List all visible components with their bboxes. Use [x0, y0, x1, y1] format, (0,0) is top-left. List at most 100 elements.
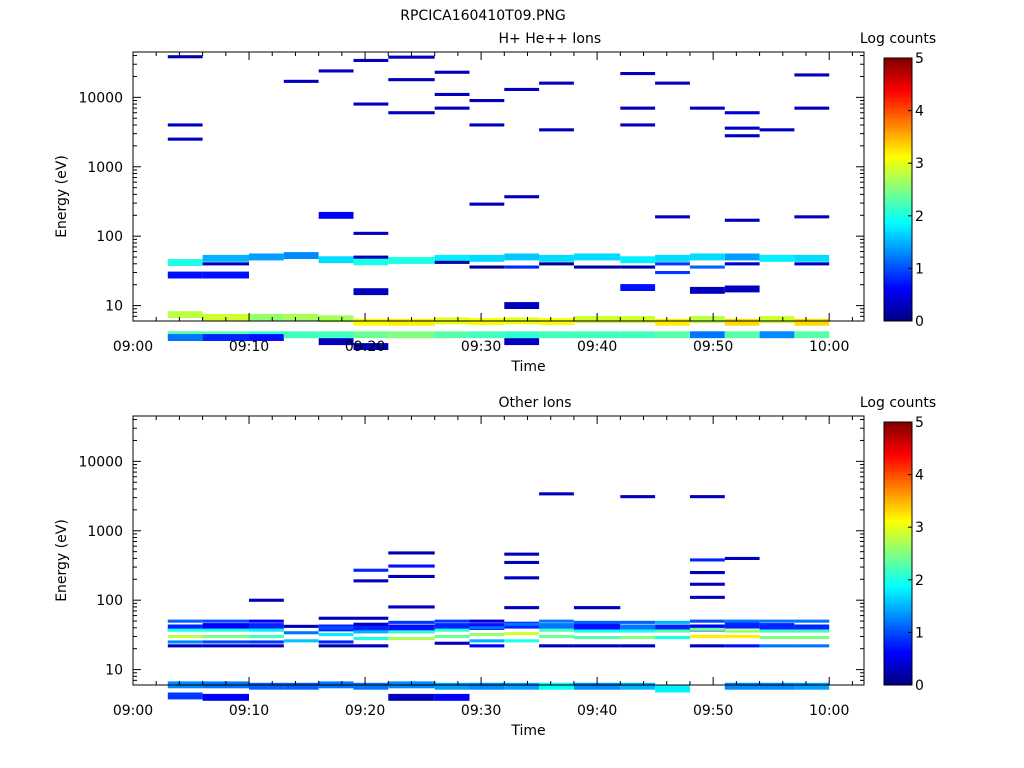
- colorbar-segment: [884, 458, 912, 462]
- heatmap-cell: [573, 623, 621, 630]
- panel-h-he-ions: H+ He++ Ions 09:00 09:10 09:20 09:30 09:40 09…: [54, 31, 936, 375]
- heatmap-cell: [167, 259, 203, 266]
- colorbar-segment: [884, 479, 912, 483]
- heatmap-cell: [353, 682, 389, 690]
- heatmap-cell: [353, 255, 389, 259]
- heatmap-cell: [249, 313, 284, 321]
- heatmap-cell: [655, 331, 690, 339]
- colorbar-segment: [884, 73, 912, 77]
- heatmap-cell: [388, 574, 435, 578]
- heatmap-cell: [504, 331, 540, 339]
- heatmap-cell: [794, 215, 830, 219]
- heatmap-cell: [388, 318, 435, 326]
- colorbar-segment: [884, 144, 912, 148]
- colorbar-segment: [884, 669, 912, 673]
- colorbar-segment: [884, 181, 912, 185]
- colorbar-segment: [884, 550, 912, 554]
- heatmap-cell: [202, 623, 249, 630]
- colorbar-segment: [884, 429, 912, 433]
- heatmap-cell: [724, 619, 760, 623]
- y-tick-label: 1000: [87, 524, 123, 540]
- colorbar-segment: [884, 307, 912, 311]
- heatmap-cell: [388, 551, 435, 555]
- heatmap-cell: [539, 128, 574, 132]
- colorbar-segment: [884, 640, 912, 644]
- heatmap-cell: [318, 633, 354, 637]
- heatmap-cell: [388, 620, 435, 624]
- colorbar-segment: [884, 616, 912, 620]
- heatmap-cell: [504, 253, 540, 261]
- heatmap-cell: [318, 616, 354, 620]
- heatmap-cell: [434, 331, 470, 339]
- colorbar-segment: [884, 176, 912, 180]
- colorbar-segment: [884, 249, 912, 254]
- heatmap-cell: [318, 256, 354, 264]
- colorbar-segment: [884, 192, 912, 196]
- colorbar-segment: [884, 129, 912, 133]
- heatmap-cell: [759, 644, 795, 648]
- colorbar-segment: [884, 207, 912, 211]
- y-axis-label: Energy (eV): [54, 155, 70, 238]
- colorbar-segment: [884, 506, 912, 510]
- colorbar-segment: [884, 542, 912, 547]
- heatmap-cell: [167, 123, 203, 127]
- heatmap-cell: [318, 315, 354, 323]
- colorbar-segment: [884, 603, 912, 607]
- heatmap-cell: [724, 134, 760, 138]
- colorbar-segment: [884, 585, 912, 589]
- colorbar-segment: [884, 422, 912, 426]
- colorbar-segment: [884, 305, 912, 309]
- heatmap-cell: [353, 622, 389, 626]
- heatmap-cell: [504, 606, 540, 610]
- heatmap-cell: [504, 265, 540, 269]
- x-tick-label: 09:50: [693, 339, 733, 355]
- colorbar-tick-label: 2: [915, 573, 924, 589]
- heatmap-cell: [690, 558, 725, 562]
- colorbar-segment: [884, 242, 912, 246]
- colorbar-segment: [884, 579, 912, 583]
- heatmap-cell: [690, 582, 725, 586]
- heatmap-cell: [167, 137, 203, 141]
- colorbar-tick-label: 3: [915, 156, 924, 172]
- heatmap-cell: [469, 682, 505, 690]
- heatmap-cell: [469, 123, 505, 127]
- colorbar-segment: [884, 440, 912, 444]
- colorbar-segment: [884, 661, 912, 665]
- heatmap-cell: [353, 624, 389, 632]
- heatmap-cell: [724, 621, 760, 629]
- colorbar-segment: [884, 608, 912, 612]
- colorbar-segment: [884, 448, 912, 452]
- colorbar-segment: [884, 218, 912, 222]
- heatmap-cell: [759, 128, 795, 132]
- heatmap-cell: [539, 635, 574, 639]
- y-tick-label: 100: [96, 593, 123, 609]
- colorbar-segment: [884, 197, 912, 201]
- heatmap-cell: [690, 331, 725, 339]
- heatmap-cell: [202, 635, 249, 639]
- colorbar-segment: [884, 511, 912, 515]
- colorbar-segment: [884, 469, 912, 473]
- colorbar-segment: [884, 157, 912, 161]
- heatmap-cell: [794, 644, 830, 648]
- colorbar-segment: [884, 629, 912, 633]
- colorbar-segment: [884, 263, 912, 267]
- x-tick-label: 10:00: [809, 339, 849, 355]
- colorbar-segment: [884, 521, 912, 525]
- heatmap-cell: [202, 693, 249, 701]
- colorbar-segment: [884, 76, 912, 80]
- colorbar-segment: [884, 81, 912, 85]
- colorbar-segment: [884, 265, 912, 269]
- colorbar-segment: [884, 194, 912, 198]
- heatmap-cell: [167, 271, 203, 279]
- colorbar-segment: [884, 432, 912, 436]
- colorbar-segment: [884, 244, 912, 248]
- colorbar-segment: [884, 168, 912, 172]
- colorbar-segment: [884, 152, 912, 156]
- heatmap-cell: [620, 123, 656, 127]
- colorbar-tick-label: 5: [915, 51, 924, 67]
- colorbar-segment: [884, 493, 912, 497]
- plot-frame: [132, 415, 865, 686]
- heatmap-cell: [388, 605, 435, 609]
- colorbar-segment: [884, 524, 912, 528]
- colorbar-tick-label: 2: [915, 209, 924, 225]
